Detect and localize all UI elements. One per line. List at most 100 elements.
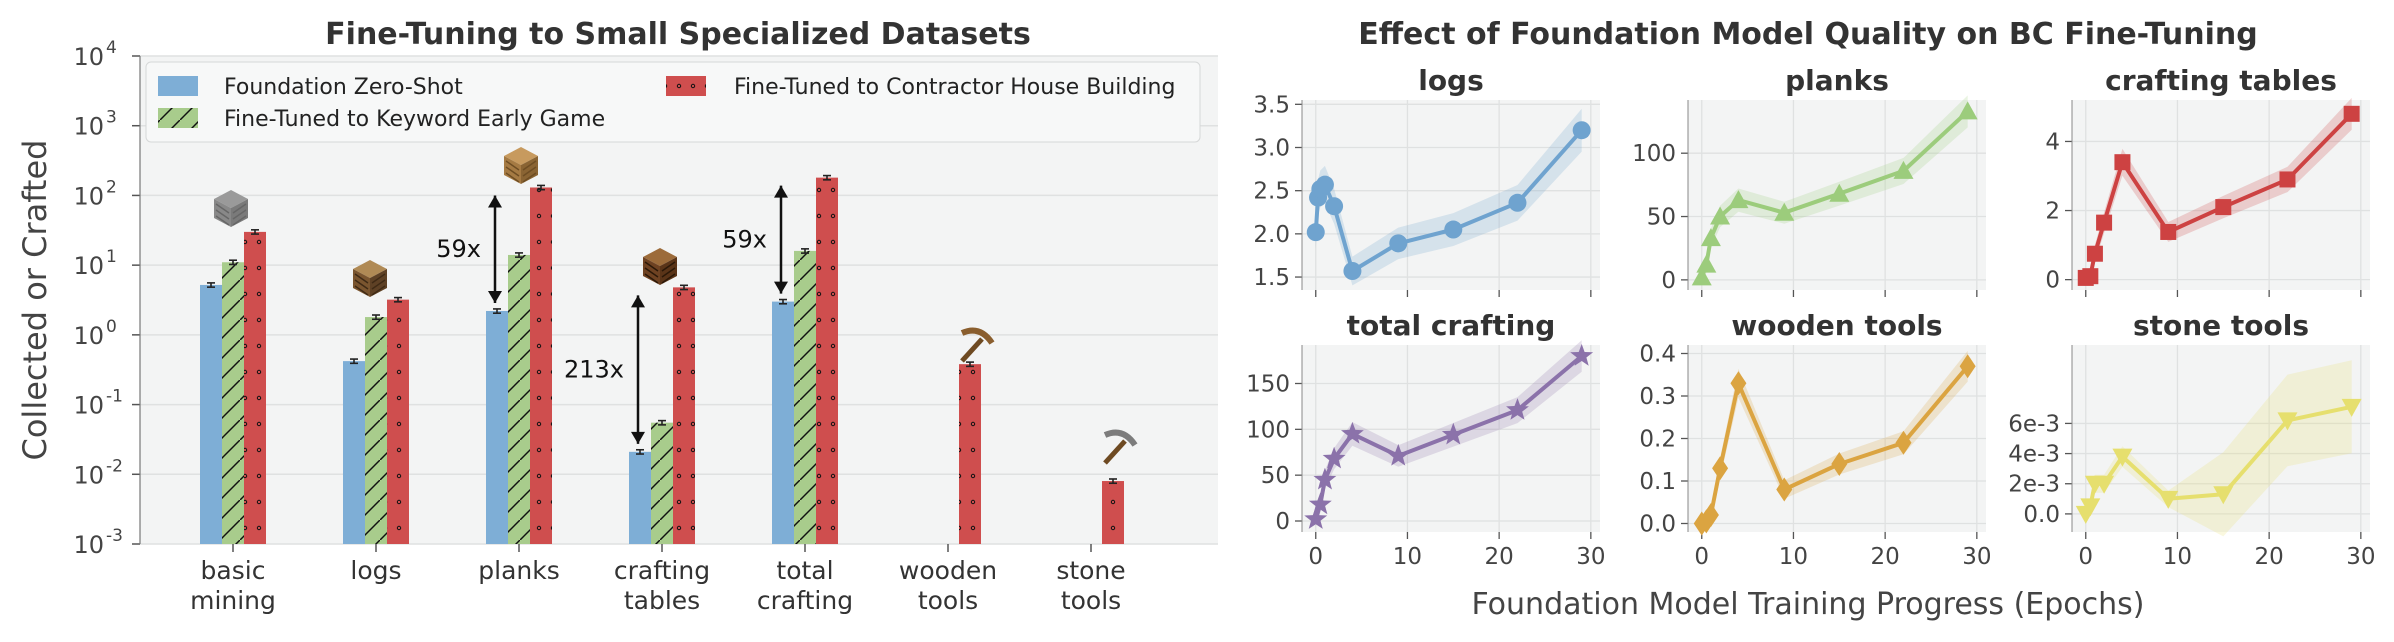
x-tick-label: 30 (2346, 544, 2375, 570)
data-point (1957, 101, 1978, 120)
data-point (1893, 160, 1914, 179)
fold-change-arrow: 213x (564, 295, 645, 444)
panel-title: planks (1785, 64, 1889, 97)
data-point (2343, 105, 2360, 122)
data-point (2158, 490, 2179, 509)
x-tick-label: 0 (1694, 544, 1709, 570)
data-point (1325, 197, 1344, 216)
legend-item-house-building: Fine-Tuned to Contractor House Building (666, 75, 1175, 100)
bar-chart-legend: Foundation Zero-Shot Fine-Tuned to Keywo… (145, 61, 1201, 143)
data-point (1313, 467, 1337, 490)
data-point (1308, 492, 1332, 515)
data-point (1343, 262, 1362, 280)
y-tick-exponent: -3 (106, 526, 123, 546)
y-tick-label: 6e-3 (2008, 411, 2060, 437)
bar-hatch (387, 299, 409, 544)
x-tick-label: crafting (614, 556, 710, 585)
bar-hatch (959, 364, 981, 544)
data-point (2341, 398, 2362, 417)
y-tick-exponent: 4 (106, 38, 117, 58)
y-tick-label: 0 (1275, 509, 1290, 535)
bar-hatch (508, 254, 530, 545)
confidence-band (1315, 108, 1582, 286)
data-point (1306, 223, 1325, 242)
panel-title: crafting tables (2105, 64, 2337, 97)
y-tick-label: 0.0 (1639, 512, 1676, 538)
y-tick-label: 4e-3 (2008, 442, 2060, 468)
x-tick-label: total (776, 556, 833, 585)
data-point (1304, 507, 1328, 529)
x-tick-label: tools (918, 586, 978, 615)
error-bar (658, 419, 666, 426)
panel-logs: logs 1.5 2.0 2.5 3.0 3.5 (1253, 64, 1600, 297)
fold-change-arrow: 59x (436, 195, 502, 303)
bar-chart-bars (200, 174, 1124, 545)
y-tick-label: 150 (1246, 372, 1290, 398)
x-tick-label: 20 (2254, 544, 2283, 570)
y-tick-exponent: 3 (106, 108, 117, 128)
line-charts: Effect of Foundation Model Quality on BC… (1246, 17, 2375, 622)
bar-hatch (673, 287, 695, 544)
data-point (1386, 443, 1410, 466)
bar-hatch (816, 177, 838, 544)
y-tick-label: 0.1 (1639, 469, 1676, 495)
bar-zero_shot (200, 284, 222, 544)
data-point (1710, 206, 1731, 225)
svg-text:Fine-Tuned to Contractor House: Fine-Tuned to Contractor House Building (734, 75, 1175, 100)
y-tick-label: 10 (73, 43, 104, 71)
data-point (2213, 486, 2234, 505)
bar-hatch (365, 317, 387, 544)
data-point (1696, 254, 1717, 273)
x-tick-label: 20 (1484, 544, 1513, 570)
data-point (2277, 412, 2298, 431)
y-tick-exponent: 0 (106, 317, 117, 337)
x-tick-label: 30 (1576, 544, 1605, 570)
bar-zero_shot (343, 361, 365, 544)
y-tick-label: 10 (73, 322, 104, 350)
data-point (1389, 234, 1408, 253)
error-bar (636, 448, 644, 455)
x-tick-label: tools (1061, 586, 1121, 615)
x-tick-label: 0 (2078, 544, 2093, 570)
panel-title: stone tools (2133, 309, 2309, 342)
bar-hatch (530, 187, 552, 544)
data-point (1712, 456, 1729, 481)
x-tick-label: planks (478, 556, 559, 585)
svg-text:Fine-Tuned to Keyword Early Ga: Fine-Tuned to Keyword Early Game (224, 107, 605, 132)
y-tick-label: 10 (73, 252, 104, 280)
y-tick-label: 4 (2045, 129, 2060, 155)
data-point (2086, 245, 2103, 262)
x-tick-label: basic (201, 556, 266, 585)
data-point (1508, 193, 1527, 212)
y-tick-label: 2e-3 (2008, 472, 2060, 498)
y-tick-exponent: 2 (106, 177, 117, 197)
x-tick-label: wooden (899, 556, 997, 585)
wooden-pickaxe-icon (960, 327, 995, 363)
panel-total-crafting: total crafting 0 50 100 150 0 10 20 30 (1246, 309, 1605, 570)
x-tick-label: stone (1056, 556, 1125, 585)
bar-hatch (794, 250, 816, 544)
confidence-band (2085, 97, 2352, 286)
data-point (1829, 183, 1850, 202)
bar-hatch (244, 231, 266, 545)
x-tick-label: mining (190, 586, 276, 615)
x-tick-label: 20 (1870, 544, 1899, 570)
data-point (1691, 267, 1712, 286)
x-tick-label: tables (624, 586, 700, 615)
bar-zero_shot (486, 310, 508, 544)
bar-chart: Fine-Tuning to Small Specialized Dataset… (16, 17, 1218, 615)
stone-block-icon (214, 190, 248, 227)
y-tick-label: 50 (1261, 463, 1290, 489)
svg-text:Foundation Zero-Shot: Foundation Zero-Shot (224, 75, 463, 100)
data-point (1730, 371, 1747, 396)
y-tick-label: 10 (73, 113, 104, 141)
fold-change-label: 213x (564, 356, 624, 384)
legend-item-early-game: Fine-Tuned to Keyword Early Game (158, 107, 605, 132)
x-tick-label: 10 (1393, 544, 1422, 570)
panel-stone-tools: stone tools 0.0 2e-3 4e-3 6e-3 0 10 20 30 (2008, 309, 2375, 570)
error-bar (493, 308, 501, 314)
x-tick-label: crafting (757, 586, 853, 615)
series-markers (1691, 101, 1978, 286)
data-point (2080, 498, 2101, 517)
